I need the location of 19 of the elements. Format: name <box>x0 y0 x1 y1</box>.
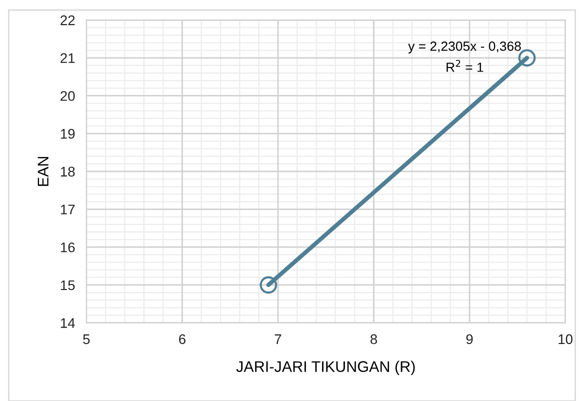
y-tick-label: 17 <box>60 204 75 214</box>
x-tick-label: 6 <box>179 334 186 344</box>
y-tick-label: 18 <box>60 166 75 177</box>
annotation: R$^{2}$ = 1 <box>446 60 484 72</box>
y-tick-label: 21 <box>60 53 75 63</box>
annotation: y = 2,2305x - 0,368 <box>408 41 521 54</box>
x-tick-label: 10 <box>558 334 572 344</box>
y-tick-label: 16 <box>60 242 75 252</box>
x-axis-title: JARI-JARI TIKUNGAN (R) <box>236 360 415 375</box>
y-tick-label: 22 <box>60 15 75 26</box>
x-tick-label: 5 <box>83 334 90 344</box>
y-tick-label: 15 <box>60 280 75 290</box>
y-tick-label: 14 <box>60 318 75 328</box>
x-tick-label: 7 <box>274 334 282 344</box>
x-tick-label: 8 <box>370 334 378 344</box>
y-tick-label: 20 <box>60 91 75 101</box>
y-tick-label: 19 <box>60 128 75 139</box>
x-tick-label: 9 <box>466 334 473 344</box>
y-axis-title: EAN <box>38 156 48 186</box>
